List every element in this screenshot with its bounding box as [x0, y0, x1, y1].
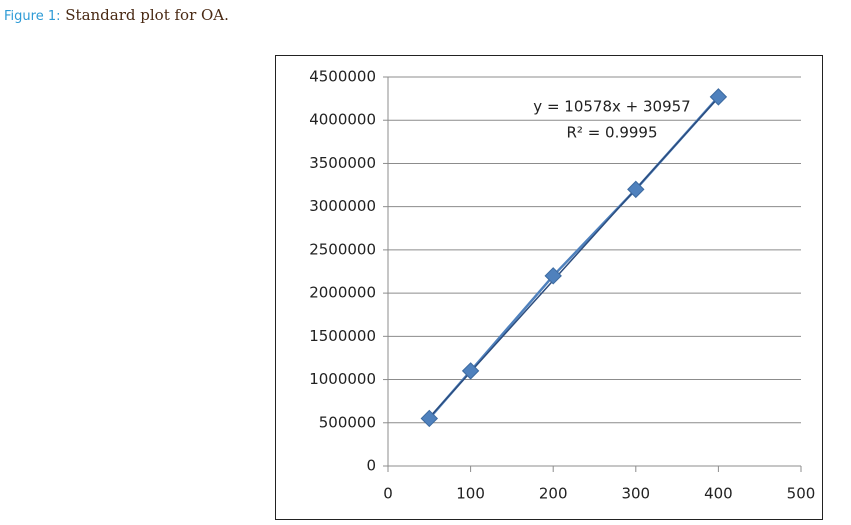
- x-tick-label: 500: [787, 485, 816, 503]
- x-tick-label: 300: [621, 485, 650, 503]
- x-tick-label: 200: [539, 485, 568, 503]
- x-tick-label: 400: [704, 485, 733, 503]
- caption: Figure 1: Standard plot for OA.: [4, 6, 229, 24]
- y-tick-label: 1000000: [309, 370, 376, 388]
- data-point: [420, 409, 439, 428]
- y-tick-label: 4000000: [309, 111, 376, 129]
- data-point: [709, 88, 728, 106]
- annotation: y = 10578x + 30957: [533, 98, 690, 116]
- data-point: [461, 362, 480, 380]
- y-tick-label: 500000: [319, 413, 376, 431]
- y-tick-label: 2500000: [309, 240, 376, 258]
- caption-text: Standard plot for OA.: [65, 6, 229, 24]
- x-tick-label: 0: [383, 485, 393, 503]
- y-tick-label: 2000000: [309, 284, 376, 302]
- data-point: [544, 267, 562, 285]
- y-tick-label: 3000000: [309, 197, 376, 215]
- annotation: R² = 0.9995: [566, 124, 657, 142]
- x-tick-label: 100: [456, 485, 485, 503]
- y-tick-label: 3500000: [309, 154, 376, 172]
- caption-label: Figure 1:: [4, 9, 61, 24]
- trendline: [428, 97, 719, 419]
- y-tick-label: 0: [366, 457, 376, 475]
- chart-frame: [275, 55, 823, 520]
- y-tick-label: 1500000: [309, 327, 376, 345]
- y-tick-label: 4500000: [309, 68, 376, 86]
- data-point: [627, 180, 645, 199]
